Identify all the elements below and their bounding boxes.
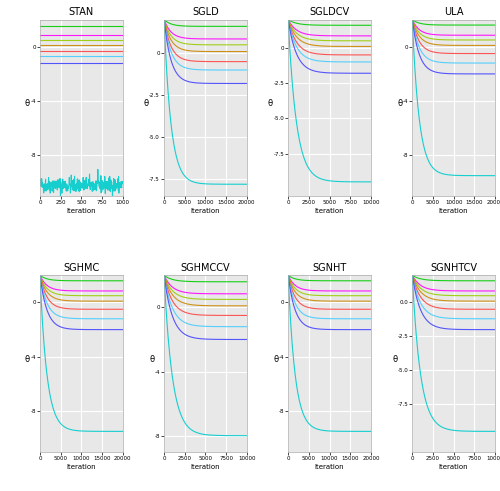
- Y-axis label: θ: θ: [268, 99, 273, 108]
- Y-axis label: θ: θ: [25, 99, 30, 108]
- X-axis label: Iteration: Iteration: [439, 208, 468, 214]
- Title: ULA: ULA: [444, 7, 464, 18]
- Y-axis label: θ: θ: [273, 355, 278, 363]
- Title: SGHMC: SGHMC: [63, 263, 100, 273]
- X-axis label: Iteration: Iteration: [190, 464, 220, 470]
- Title: SGHMCCV: SGHMCCV: [180, 263, 230, 273]
- Title: SGNHT: SGNHT: [312, 263, 346, 273]
- Y-axis label: θ: θ: [398, 99, 402, 108]
- Title: SGLDCV: SGLDCV: [310, 7, 350, 18]
- X-axis label: Iteration: Iteration: [439, 464, 468, 470]
- Title: SGLD: SGLD: [192, 7, 219, 18]
- X-axis label: Iteration: Iteration: [314, 208, 344, 214]
- X-axis label: Iteration: Iteration: [66, 464, 96, 470]
- X-axis label: Iteration: Iteration: [190, 208, 220, 214]
- Y-axis label: θ: θ: [25, 355, 30, 363]
- X-axis label: Iteration: Iteration: [314, 464, 344, 470]
- Title: STAN: STAN: [68, 7, 94, 18]
- X-axis label: Iteration: Iteration: [66, 208, 96, 214]
- Y-axis label: θ: θ: [392, 355, 397, 363]
- Title: SGNHTCV: SGNHTCV: [430, 263, 477, 273]
- Y-axis label: θ: θ: [149, 355, 154, 363]
- Y-axis label: θ: θ: [144, 99, 149, 108]
